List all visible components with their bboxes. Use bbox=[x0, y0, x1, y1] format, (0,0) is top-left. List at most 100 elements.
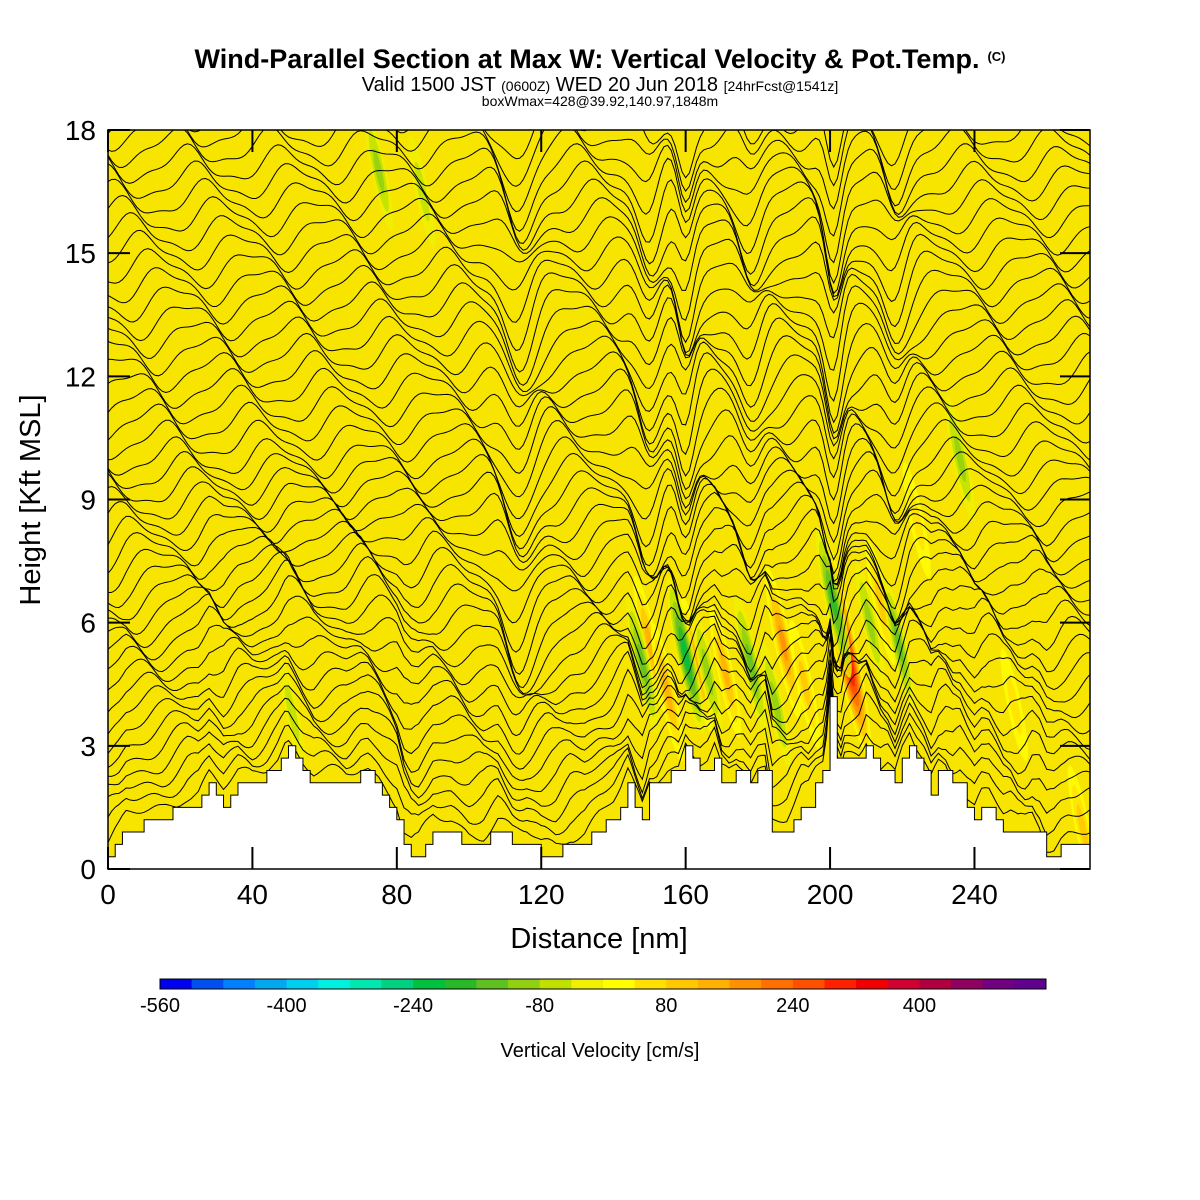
downdraft-8 bbox=[954, 434, 966, 482]
isentrope-18 bbox=[108, 507, 1090, 585]
forecast-info: [24hrFcst@1541z] bbox=[723, 78, 839, 94]
colorbar-swatch-7 bbox=[381, 979, 414, 989]
y-axis: 0 3 6 9 12 15 18 bbox=[65, 115, 1090, 885]
y-tick-label-5: 15 bbox=[65, 238, 96, 269]
y-tick-label-2: 6 bbox=[80, 608, 96, 639]
isentrope-20 bbox=[108, 481, 1090, 575]
x-tick-label-5: 200 bbox=[807, 879, 854, 910]
plot-area bbox=[108, 130, 1090, 869]
colorbar-swatch-3 bbox=[254, 979, 288, 989]
colorbar-swatch-4 bbox=[286, 979, 319, 989]
updraft-1 bbox=[662, 672, 673, 713]
x-tick-label-1: 40 bbox=[237, 879, 268, 910]
isentrope-26 bbox=[108, 384, 1090, 477]
updraft-9 bbox=[1006, 674, 1022, 735]
isentrope-40 bbox=[108, 143, 1090, 237]
colorbar-swatch-15 bbox=[634, 979, 667, 989]
colorbar-swatch-23 bbox=[887, 979, 920, 989]
colorbar-swatch-14 bbox=[603, 979, 636, 989]
isentrope-19 bbox=[108, 491, 1090, 583]
x-tick-label-4: 160 bbox=[662, 879, 709, 910]
isentrope-37 bbox=[108, 194, 1090, 295]
isentrope-7 bbox=[108, 635, 1090, 755]
isentrope-5 bbox=[108, 659, 1090, 781]
isentrope-2 bbox=[108, 678, 1090, 823]
x-tick-label-6: 240 bbox=[951, 879, 998, 910]
colorbar-swatch-0 bbox=[160, 979, 193, 989]
y-tick-label-1: 3 bbox=[80, 731, 96, 762]
y-tick-label-3: 9 bbox=[80, 485, 96, 516]
isentrope-16 bbox=[108, 531, 1090, 624]
updraft-5 bbox=[798, 660, 811, 709]
colorbar-swatch-26 bbox=[982, 979, 1015, 989]
downdraft-11 bbox=[414, 161, 430, 222]
isentrope-30 bbox=[108, 315, 1090, 424]
isentrope-32 bbox=[108, 281, 1090, 373]
x-tick-label-2: 80 bbox=[381, 879, 412, 910]
isentrope-0 bbox=[108, 688, 1090, 853]
isentrope-4 bbox=[108, 666, 1090, 793]
colorbar-swatch-13 bbox=[571, 979, 604, 989]
colorbar-swatch-17 bbox=[697, 979, 731, 989]
colorbar-title: Vertical Velocity [cm/s] bbox=[501, 1040, 700, 1062]
colorbar-swatch-27 bbox=[1014, 979, 1047, 989]
colorbar-tick-label-6: 400 bbox=[903, 995, 936, 1017]
updraft-4 bbox=[778, 624, 788, 662]
isentrope-24 bbox=[108, 418, 1090, 501]
terrain bbox=[108, 696, 1090, 869]
isentrope-25 bbox=[108, 401, 1090, 491]
isentrope-41 bbox=[108, 130, 1090, 213]
isentrope-38 bbox=[108, 177, 1090, 285]
isentrope-6 bbox=[108, 649, 1090, 770]
colorbar-tick-label-5: 240 bbox=[776, 995, 809, 1017]
colorbar-swatch-11 bbox=[508, 979, 541, 989]
isentrope-1 bbox=[108, 684, 1090, 837]
colorbar-swatch-12 bbox=[539, 979, 572, 989]
colorbar-swatch-6 bbox=[349, 979, 382, 989]
colorbar-swatch-22 bbox=[856, 979, 889, 989]
x-axis: 0 40 80 120 160 200 240 bbox=[100, 130, 998, 910]
colorbar-swatch-21 bbox=[824, 979, 857, 989]
valid-date: WED 20 Jun 2018 bbox=[555, 74, 719, 96]
isentrope-22 bbox=[108, 450, 1090, 544]
y-axis-label: Height [Kft MSL] bbox=[15, 394, 47, 605]
isentrope-11 bbox=[108, 595, 1090, 696]
x-tick-label-0: 0 bbox=[100, 879, 116, 910]
isentrope-33 bbox=[108, 264, 1090, 354]
chart-subtitle: Valid 1500 JST (0600Z) WED 20 Jun 2018 [… bbox=[0, 74, 1200, 97]
x-axis-label: Distance [nm] bbox=[510, 923, 687, 955]
isentrope-31 bbox=[108, 298, 1090, 402]
updraft-3 bbox=[720, 652, 731, 692]
isentrope-3 bbox=[108, 672, 1090, 807]
y-tick-label-6: 18 bbox=[65, 115, 96, 146]
isentrope-8 bbox=[108, 623, 1090, 737]
box-max-info: boxWmax=428@39.92,140.97,1848m bbox=[481, 93, 719, 109]
isentrope-10 bbox=[108, 606, 1090, 699]
colorbar-swatch-24 bbox=[919, 979, 952, 989]
colorbar-swatch-1 bbox=[191, 979, 224, 989]
updraft-8 bbox=[909, 489, 925, 551]
isentrope-35 bbox=[108, 229, 1090, 321]
colorbar-swatch-18 bbox=[729, 979, 762, 989]
colorbar-swatch-20 bbox=[792, 979, 825, 989]
isentrope-29 bbox=[108, 332, 1090, 435]
isentrope-27 bbox=[108, 367, 1090, 456]
updraft-7 bbox=[874, 578, 887, 626]
isentrope-12 bbox=[108, 575, 1090, 695]
valid-utc: (0600Z) bbox=[501, 78, 551, 94]
colorbar-swatch-16 bbox=[666, 979, 699, 989]
colorbar-tick-label-3: -80 bbox=[525, 995, 554, 1017]
colorbar-frame bbox=[159, 978, 1047, 990]
valid-time: Valid 1500 JST bbox=[361, 74, 496, 96]
isentrope-34 bbox=[108, 246, 1090, 344]
isentrope-17 bbox=[108, 520, 1090, 599]
colorbar-tick-label-0: -560 bbox=[140, 995, 180, 1017]
colorbar-swatch-9 bbox=[444, 979, 477, 989]
isentrope-42 bbox=[108, 130, 1090, 192]
isentrope-14 bbox=[108, 551, 1090, 675]
colorbar: -560 -400 -240 -80 80 240 400 bbox=[140, 978, 1047, 1017]
isentrope-28 bbox=[108, 350, 1090, 440]
x-tick-label-3: 120 bbox=[518, 879, 565, 910]
colorbar-swatch-25 bbox=[951, 979, 984, 989]
colorbar-tick-label-1: -400 bbox=[267, 995, 307, 1017]
